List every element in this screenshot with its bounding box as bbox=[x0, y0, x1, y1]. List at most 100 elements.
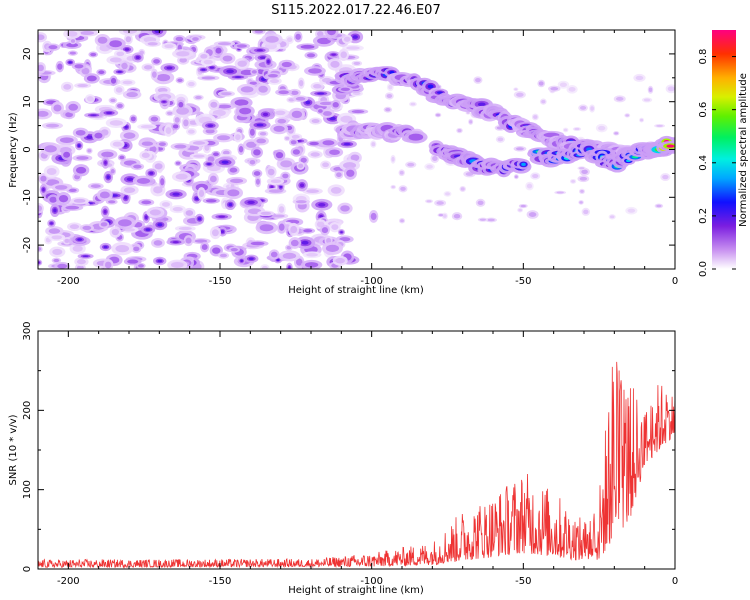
noise-blob-core bbox=[206, 162, 211, 166]
noise-blob bbox=[160, 178, 165, 186]
sparse-blob bbox=[656, 204, 662, 208]
noise-blob-core bbox=[228, 202, 233, 207]
noise-blob bbox=[304, 262, 319, 268]
noise-blob bbox=[192, 37, 199, 41]
noise-blob bbox=[332, 102, 339, 108]
sparse-blob bbox=[635, 75, 644, 81]
noise-blob bbox=[193, 154, 205, 158]
noise-blob bbox=[270, 179, 282, 184]
noise-blob-core bbox=[195, 197, 199, 201]
y-tick-label: 10 bbox=[22, 95, 33, 108]
noise-blob bbox=[76, 156, 89, 160]
noise-blob bbox=[298, 163, 304, 169]
colorbar-tick-label: 0.6 bbox=[698, 102, 709, 118]
sparse-blob bbox=[487, 218, 495, 222]
noise-blob bbox=[97, 36, 108, 44]
sparse-blob bbox=[426, 164, 433, 169]
noise-blob bbox=[138, 264, 144, 268]
noise-blob bbox=[53, 104, 62, 112]
noise-blob bbox=[303, 229, 313, 233]
noise-blob bbox=[72, 245, 83, 252]
noise-blob bbox=[209, 175, 217, 183]
noise-blob bbox=[38, 34, 45, 41]
y-tick-label: -20 bbox=[22, 237, 33, 253]
noise-blob bbox=[87, 96, 94, 102]
noise-blob bbox=[110, 98, 116, 103]
sparse-blob bbox=[400, 219, 404, 223]
noise-blob-core bbox=[157, 259, 163, 263]
noise-blob bbox=[254, 30, 264, 34]
noise-blob bbox=[136, 177, 151, 184]
noise-blob bbox=[149, 145, 157, 153]
sparse-blob bbox=[469, 120, 473, 124]
noise-blob bbox=[253, 171, 261, 176]
sparse-blob bbox=[475, 77, 481, 83]
noise-blob bbox=[185, 237, 192, 244]
sparse-blob bbox=[556, 191, 564, 194]
noise-blob bbox=[77, 83, 88, 88]
sparse-blob bbox=[516, 92, 524, 97]
noise-blob-core bbox=[270, 185, 274, 189]
noise-blob-core bbox=[288, 266, 291, 269]
sparse-blob bbox=[662, 174, 669, 180]
noise-blob bbox=[311, 119, 320, 124]
noise-blob bbox=[66, 42, 79, 48]
noise-blob bbox=[270, 78, 280, 84]
noise-blob-core bbox=[218, 215, 226, 218]
x-tick-label: 0 bbox=[672, 576, 678, 587]
noise-blob bbox=[325, 244, 339, 252]
colorbar-label: Normalized spectral amplitude bbox=[738, 73, 749, 227]
sparse-blob bbox=[550, 87, 559, 91]
noise-blob-core bbox=[279, 184, 283, 189]
noise-blob-core bbox=[104, 160, 107, 165]
noise-blob-core bbox=[299, 183, 305, 188]
noise-blob bbox=[70, 39, 76, 43]
noise-blob bbox=[290, 239, 299, 247]
noise-blob bbox=[52, 248, 63, 255]
noise-blob-core bbox=[124, 48, 130, 51]
sparse-blob bbox=[436, 113, 441, 117]
noise-blob bbox=[273, 125, 285, 132]
noise-blob bbox=[185, 210, 194, 216]
x-tick-label: -150 bbox=[209, 276, 232, 287]
sparse-blob bbox=[477, 200, 484, 206]
noise-blob bbox=[125, 36, 132, 43]
noise-blob bbox=[110, 169, 115, 174]
noise-blob-core bbox=[329, 116, 336, 121]
noise-blob bbox=[251, 70, 257, 74]
noise-blob bbox=[322, 140, 335, 146]
noise-blob bbox=[290, 140, 297, 145]
sparse-blob bbox=[579, 201, 583, 204]
noise-blob-core bbox=[145, 228, 151, 231]
noise-blob bbox=[227, 189, 240, 197]
noise-blob-core bbox=[220, 230, 225, 234]
noise-blob-core bbox=[124, 125, 128, 129]
noise-blob bbox=[330, 60, 340, 68]
noise-blob bbox=[161, 202, 170, 207]
colorbar-tick-label: 0.8 bbox=[698, 49, 709, 65]
sparse-blob bbox=[457, 129, 462, 133]
noise-blob bbox=[112, 141, 122, 147]
noise-blob bbox=[154, 163, 163, 170]
sparse-blob bbox=[640, 118, 644, 122]
noise-blob bbox=[295, 200, 307, 204]
noise-blob bbox=[290, 225, 298, 234]
sparse-blob bbox=[465, 172, 474, 176]
noise-blob bbox=[165, 127, 172, 135]
noise-blob-core bbox=[126, 177, 134, 182]
noise-blob-core bbox=[221, 160, 229, 164]
noise-blob bbox=[87, 149, 92, 153]
x-tick-label: -100 bbox=[360, 576, 383, 587]
noise-blob-core bbox=[331, 53, 336, 56]
noise-blob bbox=[100, 222, 108, 227]
noise-blob-core bbox=[77, 238, 83, 241]
y-tick-label: 200 bbox=[22, 401, 33, 420]
noise-blob bbox=[277, 118, 287, 124]
noise-blob bbox=[299, 80, 304, 87]
noise-blob bbox=[300, 44, 315, 49]
sparse-blob bbox=[541, 99, 546, 104]
noise-blob bbox=[327, 30, 336, 36]
noise-blob bbox=[46, 168, 57, 176]
sparse-blob bbox=[598, 125, 606, 131]
